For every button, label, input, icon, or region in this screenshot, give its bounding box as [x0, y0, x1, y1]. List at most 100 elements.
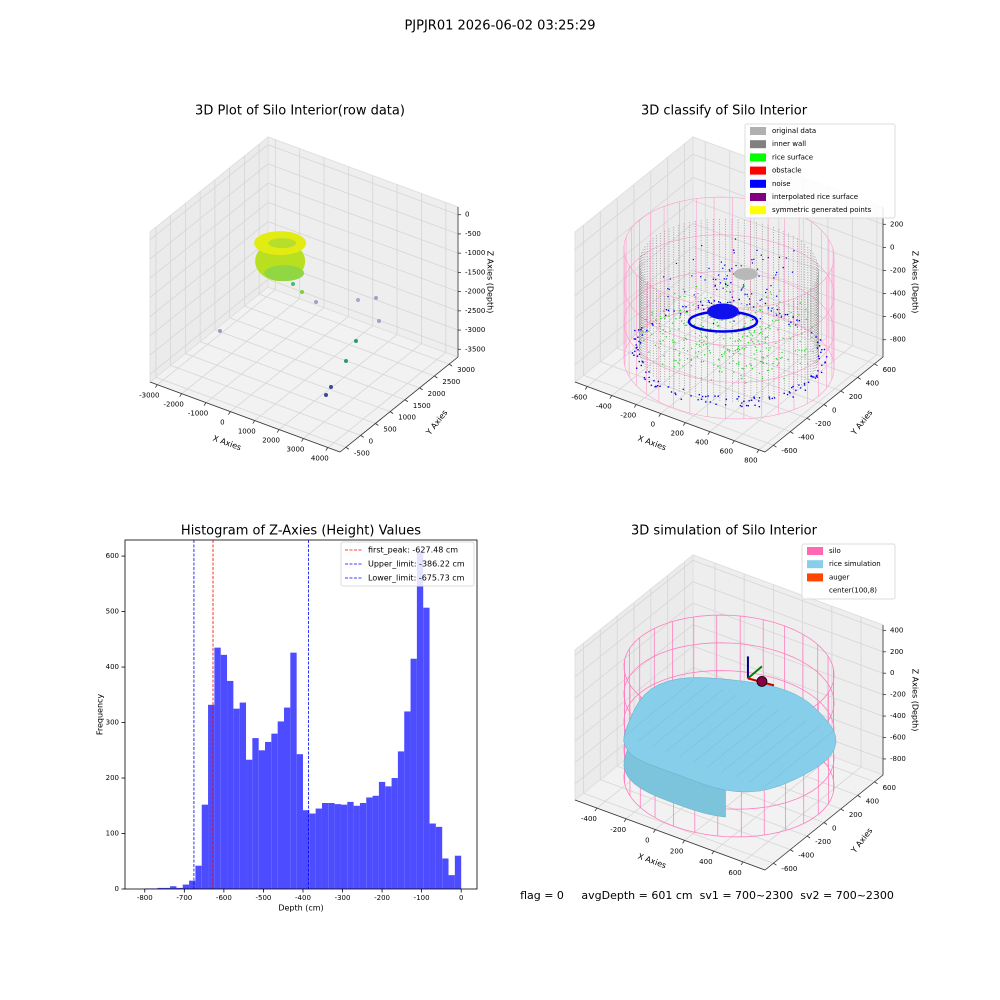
noise-point	[756, 268, 759, 270]
grid-line	[692, 246, 884, 317]
surface-point	[805, 308, 807, 310]
histogram-bar	[404, 711, 411, 889]
surface-point	[740, 374, 742, 377]
y-tick-label: 0	[832, 825, 836, 833]
grid-line	[600, 779, 791, 851]
noise-point	[748, 303, 751, 305]
rice-mesh	[665, 694, 737, 752]
surface-point	[665, 336, 668, 338]
surface-point	[721, 355, 723, 358]
x-axis-line	[574, 799, 766, 871]
surface-point	[750, 333, 752, 335]
surface-point	[684, 324, 686, 326]
surface-point	[753, 353, 755, 355]
noise-point	[750, 293, 753, 295]
noise-point	[741, 405, 743, 408]
histogram-bar	[239, 702, 247, 889]
noise-point	[775, 274, 777, 276]
y-tick-label: -400	[798, 434, 814, 442]
noise-point	[644, 378, 646, 381]
surface-point	[664, 331, 666, 333]
noise-point	[779, 312, 781, 315]
legend-label: symmetric generated points	[772, 206, 872, 214]
histogram-bar	[410, 658, 417, 889]
y-tick	[874, 781, 878, 785]
surface-point	[728, 362, 731, 364]
histogram-bar	[220, 654, 228, 889]
noise-point	[815, 336, 817, 338]
surface-point	[745, 382, 747, 384]
noise-point	[640, 326, 643, 329]
histogram-bar	[340, 804, 348, 889]
noise-point	[682, 305, 684, 308]
grid-line	[181, 298, 300, 394]
noise-point	[639, 342, 642, 344]
noise-point	[817, 355, 820, 357]
surface-point	[658, 322, 661, 325]
noise-point	[650, 384, 653, 387]
surface-point	[729, 337, 732, 339]
z-tick-label: 0	[890, 669, 894, 677]
surface-point	[765, 296, 768, 298]
histogram-bar	[328, 802, 335, 889]
surface-point	[759, 360, 762, 363]
surface-point	[661, 363, 664, 365]
histogram-bar	[182, 884, 190, 889]
surface-point	[692, 304, 694, 306]
surface-point	[792, 315, 794, 317]
panel-title: Histogram of Z-Axies (Height) Values	[181, 524, 421, 539]
noise-point	[637, 336, 639, 338]
x-tick	[658, 413, 662, 417]
surface-point	[790, 338, 792, 340]
surface-point	[769, 347, 771, 349]
rice-mesh	[721, 715, 793, 773]
noise-point	[785, 257, 787, 259]
surface-point	[725, 290, 728, 293]
noise-point	[778, 256, 781, 259]
surface-point	[721, 319, 723, 321]
grid-line	[254, 325, 373, 421]
surface-point	[752, 341, 754, 343]
surface-point	[740, 340, 742, 342]
surface-point	[769, 291, 771, 293]
grid-line	[244, 305, 435, 377]
noise-point	[747, 404, 750, 407]
grid-line	[327, 352, 447, 448]
surface-point	[697, 300, 699, 303]
noise-point	[701, 304, 704, 307]
noise-point	[693, 294, 695, 296]
noise-point	[741, 288, 743, 290]
noise-point	[673, 310, 675, 312]
noise-point	[635, 347, 638, 349]
surface-point	[807, 363, 809, 365]
surface-point	[651, 311, 653, 313]
noise-point	[783, 392, 786, 395]
histogram-bar	[372, 795, 379, 889]
surface-point	[706, 347, 709, 349]
surface-point	[713, 319, 715, 321]
surface-point	[713, 364, 715, 366]
surface-point	[805, 348, 807, 350]
surface-point	[695, 352, 697, 354]
noise-point	[814, 377, 817, 379]
grid-line	[583, 374, 774, 446]
y-tick-label: 400	[106, 663, 119, 671]
histogram-bar	[321, 802, 329, 889]
y-tick-label: 0	[832, 407, 836, 415]
surface-point	[750, 338, 752, 341]
outlier-point	[374, 296, 378, 300]
histogram-bar	[170, 886, 177, 889]
surface-point	[697, 350, 700, 353]
noise-cluster	[707, 303, 739, 320]
rice-mesh	[637, 684, 709, 742]
noise-point	[648, 371, 650, 373]
noise-point	[746, 293, 748, 296]
x-tick	[653, 829, 656, 833]
noise-point	[770, 284, 772, 287]
y-tick	[840, 808, 845, 812]
histogram-bar	[246, 759, 253, 889]
y-tick	[360, 435, 364, 438]
noise-point	[731, 296, 734, 298]
surface-point	[675, 348, 677, 351]
surface-point	[675, 318, 677, 320]
